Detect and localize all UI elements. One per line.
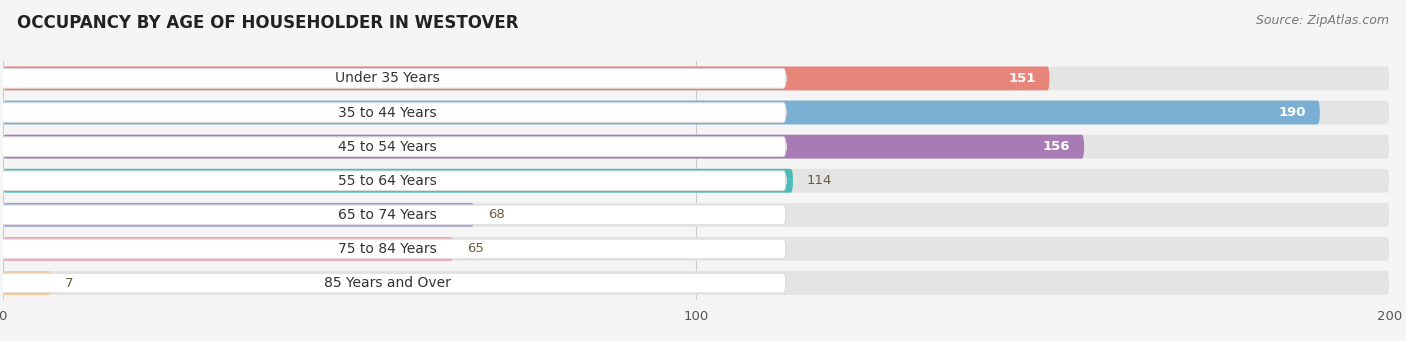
FancyBboxPatch shape <box>3 271 1389 295</box>
Text: 156: 156 <box>1043 140 1070 153</box>
Text: 75 to 84 Years: 75 to 84 Years <box>337 242 437 256</box>
Text: 85 Years and Over: 85 Years and Over <box>323 276 451 290</box>
FancyBboxPatch shape <box>3 203 474 227</box>
Text: OCCUPANCY BY AGE OF HOUSEHOLDER IN WESTOVER: OCCUPANCY BY AGE OF HOUSEHOLDER IN WESTO… <box>17 14 519 32</box>
FancyBboxPatch shape <box>3 101 1320 124</box>
FancyBboxPatch shape <box>0 69 786 88</box>
Text: 55 to 64 Years: 55 to 64 Years <box>337 174 437 188</box>
Text: 35 to 44 Years: 35 to 44 Years <box>339 105 437 120</box>
Text: 151: 151 <box>1008 72 1036 85</box>
Text: 190: 190 <box>1278 106 1306 119</box>
FancyBboxPatch shape <box>0 171 786 191</box>
FancyBboxPatch shape <box>3 169 793 193</box>
FancyBboxPatch shape <box>0 103 786 122</box>
Text: Source: ZipAtlas.com: Source: ZipAtlas.com <box>1256 14 1389 27</box>
Text: 68: 68 <box>488 208 505 221</box>
FancyBboxPatch shape <box>3 66 1389 90</box>
FancyBboxPatch shape <box>0 239 786 259</box>
Text: Under 35 Years: Under 35 Years <box>335 71 440 86</box>
FancyBboxPatch shape <box>3 237 453 261</box>
FancyBboxPatch shape <box>3 66 1049 90</box>
FancyBboxPatch shape <box>3 169 1389 193</box>
Text: 7: 7 <box>65 277 73 290</box>
FancyBboxPatch shape <box>0 273 786 293</box>
Text: 65 to 74 Years: 65 to 74 Years <box>337 208 437 222</box>
FancyBboxPatch shape <box>3 101 1389 124</box>
FancyBboxPatch shape <box>3 135 1389 159</box>
FancyBboxPatch shape <box>3 237 1389 261</box>
FancyBboxPatch shape <box>3 203 1389 227</box>
Text: 45 to 54 Years: 45 to 54 Years <box>339 139 437 154</box>
FancyBboxPatch shape <box>0 137 786 157</box>
Text: 65: 65 <box>467 242 484 255</box>
FancyBboxPatch shape <box>0 205 786 225</box>
FancyBboxPatch shape <box>3 135 1084 159</box>
FancyBboxPatch shape <box>3 271 52 295</box>
Text: 114: 114 <box>807 174 832 187</box>
